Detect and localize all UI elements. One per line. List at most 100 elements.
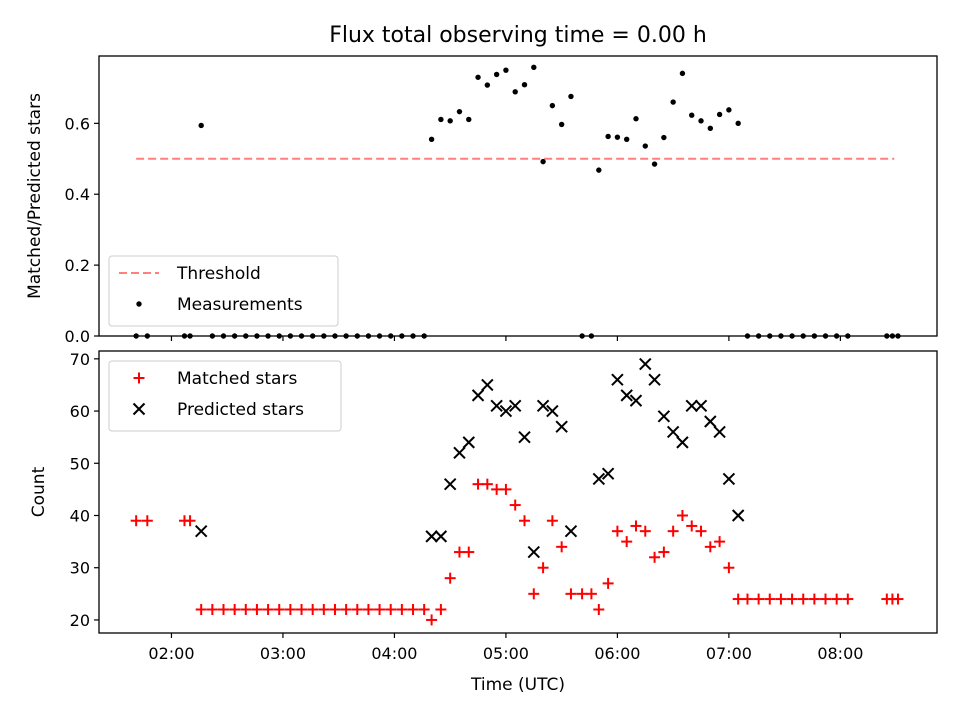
bottom-series1-point <box>592 472 606 486</box>
bottom-series0-point <box>723 562 735 574</box>
bottom-series0-point <box>892 593 904 605</box>
top-series0-point <box>484 82 491 88</box>
top-series0-point <box>670 99 676 105</box>
top-series0-point <box>438 116 444 123</box>
bottom-series1-point <box>564 524 578 538</box>
top-series0-point <box>651 161 658 167</box>
bottom-series1-point <box>527 545 541 559</box>
top-series0-point <box>198 122 204 129</box>
bottom-series1-point <box>462 436 475 449</box>
bottom-series1-point <box>694 399 708 413</box>
bottom-series0-point <box>284 604 296 615</box>
bottom-x-tick-label: 03:00 <box>260 644 306 663</box>
top-series0-point <box>642 143 648 149</box>
bottom-panel: 20 30 40 50 60 70 02:00 03:00 04:00 05:00 06:00 07:… <box>29 350 938 695</box>
top-series0-point <box>661 134 667 141</box>
bottom-y-tick-label: 50 <box>70 454 90 473</box>
top-series0-point <box>466 116 472 123</box>
bottom-legend-box <box>108 360 342 432</box>
bottom-series0-point <box>407 604 419 615</box>
bottom-legend-label: Predicted stars <box>177 400 304 420</box>
bottom-series1-point <box>453 446 466 460</box>
bottom-series0-point <box>565 588 577 600</box>
bottom-series1-point <box>713 425 726 439</box>
bottom-series0-point <box>831 593 843 605</box>
top-series0-point <box>726 107 732 113</box>
bottom-series0-point <box>296 604 308 615</box>
chart-title: Flux total observing time = 0.00 h <box>329 23 707 48</box>
bottom-series0-point <box>340 604 352 615</box>
bottom-y-tick-label: 60 <box>70 402 90 421</box>
bottom-series0-point <box>240 604 252 615</box>
bottom-series0-point <box>418 604 430 615</box>
bottom-series1-point <box>481 378 494 392</box>
bottom-series1-point <box>434 530 448 543</box>
top-series0-point <box>503 67 509 73</box>
bottom-x-tick-label: 04:00 <box>371 644 417 663</box>
bottom-y-axis-label: Count <box>29 466 49 517</box>
bottom-y-tick-label: 20 <box>70 611 90 630</box>
top-series0-point <box>605 133 611 140</box>
bottom-series0-point <box>593 604 605 615</box>
bottom-x-tick-label: 08:00 <box>817 644 863 663</box>
top-series0-point <box>521 82 528 88</box>
bottom-series0-point <box>537 562 549 574</box>
top-series0-point <box>428 136 435 142</box>
bottom-series0-point <box>676 510 688 521</box>
top-series0-point <box>447 118 453 124</box>
top-series0-point <box>716 111 723 118</box>
top-series0-point <box>540 158 546 165</box>
bottom-series0-point <box>262 604 274 615</box>
bottom-series0-point <box>842 593 854 605</box>
top-series0-point <box>623 136 630 142</box>
bottom-series0-point <box>509 499 521 511</box>
bottom-y-tick-label: 30 <box>70 559 90 578</box>
bottom-series1-point <box>685 399 698 413</box>
bottom-x-tick-label: 02:00 <box>148 644 194 663</box>
top-legend-label: Threshold <box>176 264 261 284</box>
bottom-series0-point <box>351 604 363 615</box>
bottom-legend-swatch-plus <box>133 372 145 384</box>
bottom-series1-point <box>639 357 652 371</box>
bottom-series0-point <box>741 593 753 605</box>
top-series0-point <box>549 102 556 109</box>
top-legend-box <box>108 255 339 327</box>
bottom-plot-frame <box>98 350 938 634</box>
top-legend-swatch-dot <box>136 301 142 307</box>
top-y-tick-label: 0.4 <box>65 185 90 204</box>
bottom-series0-point <box>385 604 397 615</box>
bottom-legend: Matched stars Predicted stars <box>108 360 342 432</box>
bottom-series0-point <box>481 478 493 490</box>
top-panel: 0.0 0.2 0.4 0.6 Matched/Predicted stars Thr… <box>25 55 938 346</box>
bottom-series0-point <box>435 604 447 615</box>
top-series0-point <box>633 116 639 122</box>
bottom-series0-point <box>130 515 142 527</box>
bottom-series0-point <box>444 572 456 584</box>
bottom-series1-point <box>601 467 615 480</box>
bottom-series1-point <box>704 415 717 428</box>
top-series0-point <box>698 118 704 124</box>
bottom-series1-point <box>509 399 522 413</box>
bottom-series1-point <box>490 399 503 413</box>
top-legend: Threshold Measurements <box>108 255 339 327</box>
bottom-series1-point <box>666 425 680 439</box>
top-series0-point <box>456 108 463 115</box>
bottom-series0-point <box>753 593 765 605</box>
bottom-x-tick-label: 07:00 <box>706 644 752 663</box>
top-legend-label: Measurements <box>177 295 303 315</box>
top-series0-point <box>596 167 602 173</box>
top-series0-point <box>679 70 686 77</box>
x-axis-label: Time (UTC) <box>470 675 565 695</box>
bottom-series0-point <box>362 604 374 615</box>
bottom-y-tick-label: 70 <box>70 350 90 369</box>
bottom-series0-point <box>775 593 787 605</box>
bottom-series0-point <box>472 478 484 490</box>
bottom-series0-point <box>764 593 776 605</box>
bottom-series1-point <box>657 410 671 423</box>
bottom-series0-point <box>732 593 744 605</box>
bottom-series1-point <box>499 404 513 418</box>
bottom-series1-point <box>518 430 531 444</box>
bottom-x-tick-label: 05:00 <box>483 644 529 663</box>
bottom-series0-point <box>229 604 241 615</box>
bottom-series1-point <box>611 373 624 386</box>
